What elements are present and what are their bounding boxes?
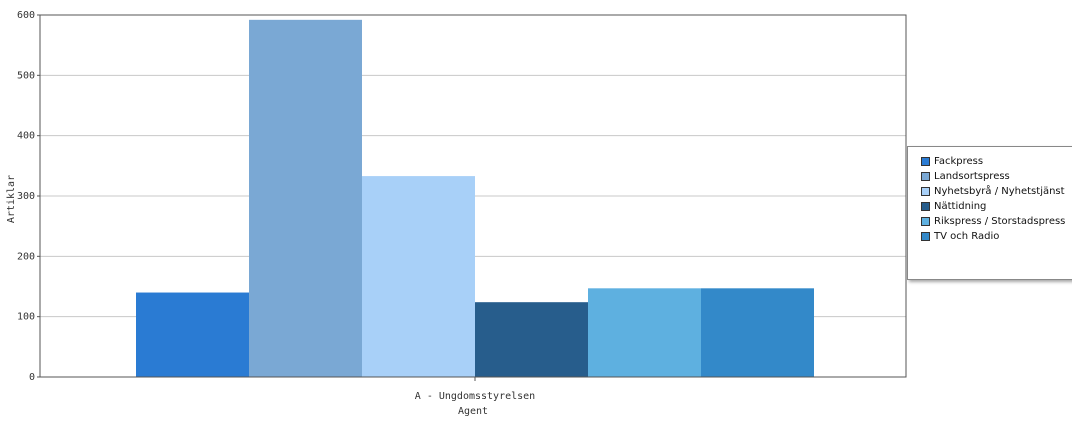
x-tick-label: A - Ungdomsstyrelsen (415, 391, 535, 402)
y-tick-label: 500 (17, 70, 35, 81)
legend-swatch (921, 172, 930, 181)
legend-swatch (921, 202, 930, 211)
legend-item: Rikspress / Storstadspress (921, 214, 1072, 229)
y-tick-label: 100 (17, 312, 35, 323)
legend-item: Fackpress (921, 154, 1072, 169)
legend-label: TV och Radio (934, 231, 1000, 242)
y-tick-label: 200 (17, 251, 35, 262)
legend-swatch (921, 157, 930, 166)
y-tick-label: 300 (17, 191, 35, 202)
y-axis-ticks: 0 100 200 300 400 500 600 (17, 10, 40, 383)
y-tick-label: 0 (29, 372, 35, 383)
plot-frame (39, 14, 907, 378)
x-axis-label: Agent (458, 406, 488, 417)
legend-label: Nyhetsbyrå / Nyhetstjänst (934, 186, 1065, 197)
bar-nyhetsbyr-nyhetstj-nst (362, 176, 475, 377)
y-tick-label: 400 (17, 131, 35, 142)
bar-landsortspress (249, 19, 362, 378)
bars (136, 19, 814, 378)
legend-item: Nyhetsbyrå / Nyhetstjänst (921, 184, 1072, 199)
legend-item: Nättidning (921, 199, 1072, 214)
legend-label: Landsortspress (934, 171, 1010, 182)
bar-n-ttidning (475, 302, 588, 377)
y-tick-label: 600 (17, 10, 35, 21)
legend-swatch (921, 232, 930, 241)
legend-label: Nättidning (934, 201, 987, 212)
bar-rikspress-storstadspress (588, 288, 701, 377)
legend-label: Fackpress (934, 156, 984, 167)
legend-swatch (921, 217, 930, 226)
legend-swatch (921, 187, 930, 196)
bar-fackpress (136, 292, 249, 377)
legend-item: Landsortspress (921, 169, 1072, 184)
legend-item: TV och Radio (921, 229, 1072, 244)
legend-label: Rikspress / Storstadspress (934, 216, 1066, 227)
y-axis-label: Artiklar (6, 175, 17, 223)
x-axis-ticks: A - Ungdomsstyrelsen (415, 377, 535, 402)
legend: Fackpress Landsortspress Nyhetsbyrå / Nyhe… (907, 146, 1072, 280)
bar-tv-och-radio (701, 288, 814, 377)
